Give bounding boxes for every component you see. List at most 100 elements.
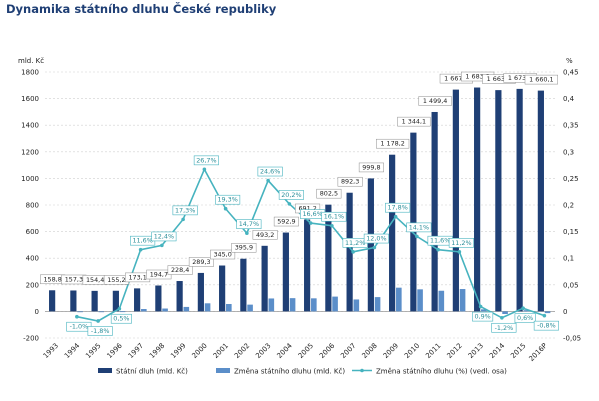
pct-label-box <box>491 322 517 333</box>
bar-statni-dluh <box>367 178 374 312</box>
legend-label-zmena-dluhu: Změna státního dluhu (mld. Kč) <box>234 368 345 376</box>
pct-label-box <box>363 233 389 244</box>
x-tick-label: 1994 <box>63 341 82 360</box>
bar-statni-dluh <box>346 192 353 312</box>
x-tick-label: 2003 <box>254 342 272 360</box>
x-tick-label: 1998 <box>148 342 166 360</box>
bar-statni-dluh <box>431 111 438 312</box>
bar-zmena-dluhu <box>417 289 423 312</box>
debt-label-box <box>397 116 431 127</box>
bars-layer <box>49 87 551 315</box>
pct-label-box <box>533 320 559 331</box>
bar-statni-dluh <box>240 258 247 312</box>
line-point <box>160 243 164 248</box>
y-right-tick-label: 0,45 <box>563 69 579 77</box>
x-tick-label: 2016P <box>528 342 549 363</box>
x-tick-label: 2001 <box>212 342 230 360</box>
debt-value-label: 289,3 <box>192 258 210 266</box>
debt-value-label: 395,9 <box>235 244 253 252</box>
bar-zmena-dluhu <box>311 298 317 312</box>
line-point <box>457 250 462 254</box>
y-right-tick-label: 0,35 <box>563 122 579 130</box>
y-left-tick-label: -200 <box>23 335 39 343</box>
y-left-unit: mld. Kč <box>18 57 44 65</box>
y-left-tick-label: 1400 <box>21 122 39 130</box>
pct-value-label: 17,8% <box>387 204 407 212</box>
x-tick-label: 2007 <box>339 342 357 360</box>
debt-value-label: 892,3 <box>341 178 359 186</box>
y-left-tick-label: 1800 <box>21 69 39 77</box>
pct-value-label: 17,3% <box>175 206 195 214</box>
debt-label-box <box>524 74 558 85</box>
pct-label-box <box>110 313 132 324</box>
line-point <box>223 206 228 211</box>
bar-statni-dluh <box>325 204 332 312</box>
bar-zmena-dluhu <box>481 309 487 312</box>
debt-label-box <box>167 265 193 275</box>
debt-value-label: 493,2 <box>256 231 274 239</box>
y-right-tick-label: 0,4 <box>563 95 575 103</box>
bar-zmena-dluhu <box>119 311 126 313</box>
x-tick-label: 2002 <box>233 342 251 360</box>
legend-swatch-zmena-dluhu <box>216 368 230 373</box>
x-tick-label: 2015 <box>509 342 527 360</box>
bar-zmena-dluhu <box>162 308 168 312</box>
debt-value-label: 154,4 <box>86 276 104 284</box>
line-point <box>75 314 79 319</box>
pct-label-box <box>321 211 347 222</box>
bar-zmena-dluhu <box>544 311 551 314</box>
debt-value-label: 1 660,1 <box>529 76 553 84</box>
chart-title: Dynamika státního dluhu České republiky <box>6 2 277 16</box>
line-point <box>202 167 207 172</box>
bar-statni-dluh <box>389 154 396 312</box>
debt-value-label: 158,8 <box>43 275 61 283</box>
debt-label-box <box>376 138 410 149</box>
x-tick-label: 2010 <box>403 342 421 360</box>
line-point <box>542 313 547 318</box>
grid-layer <box>45 71 555 339</box>
y-left-tick-label: 1200 <box>21 148 39 156</box>
bar-statni-dluh <box>219 265 226 312</box>
y-left-tick-label: 800 <box>26 202 39 210</box>
pct-label-box <box>151 231 177 242</box>
bar-statni-dluh <box>112 290 119 312</box>
y-right-tick-label: 0,1 <box>563 255 574 263</box>
x-tick-label: 2011 <box>424 342 442 360</box>
pct-label-box <box>406 222 432 233</box>
y-left-tick-label: 0 <box>35 308 39 316</box>
bar-statni-dluh <box>537 90 544 312</box>
debt-label-box <box>418 96 452 106</box>
pct-label-box <box>172 205 198 216</box>
line-layer <box>75 167 547 323</box>
bar-statni-dluh <box>197 272 204 312</box>
bar-zmena-dluhu <box>459 289 466 312</box>
legend: Státní dluh (mld. Kč) Změna státního dluh… <box>98 368 507 376</box>
bar-statni-dluh <box>452 89 459 312</box>
debt-value-label: 999,8 <box>362 163 380 171</box>
pct-value-label: 24,6% <box>260 168 280 176</box>
bar-statni-dluh <box>155 285 162 312</box>
bar-zmena-dluhu <box>438 290 445 312</box>
line-point <box>330 223 334 228</box>
debt-label-box <box>188 257 214 267</box>
y-left-tick-label: 1000 <box>21 175 39 183</box>
debt-value-label: 228,4 <box>171 266 189 274</box>
y-right-tick-label: 0,25 <box>563 175 579 183</box>
debt-value-label: 1 499,4 <box>423 97 447 105</box>
debt-value-label: 345,0 <box>213 251 231 259</box>
x-tick-label: 2004 <box>276 341 295 360</box>
line-point <box>436 247 440 252</box>
bar-zmena-dluhu <box>268 298 275 312</box>
line-point <box>372 245 377 250</box>
debt-label-box <box>358 162 384 173</box>
pct-value-label: 12,4% <box>154 232 174 240</box>
pct-label-box <box>87 326 113 336</box>
pct-value-label: 11,6% <box>132 237 152 245</box>
pct-value-label: 26,7% <box>196 156 216 164</box>
legend-label-statni-dluh: Státní dluh (mld. Kč) <box>116 368 188 376</box>
x-tick-label: 1993 <box>42 342 60 360</box>
y-left-tick-label: 400 <box>26 255 39 263</box>
bar-statni-dluh <box>304 219 311 312</box>
bar-zmena-dluhu <box>77 311 83 313</box>
debt-value-label: 173,1 <box>128 273 146 281</box>
